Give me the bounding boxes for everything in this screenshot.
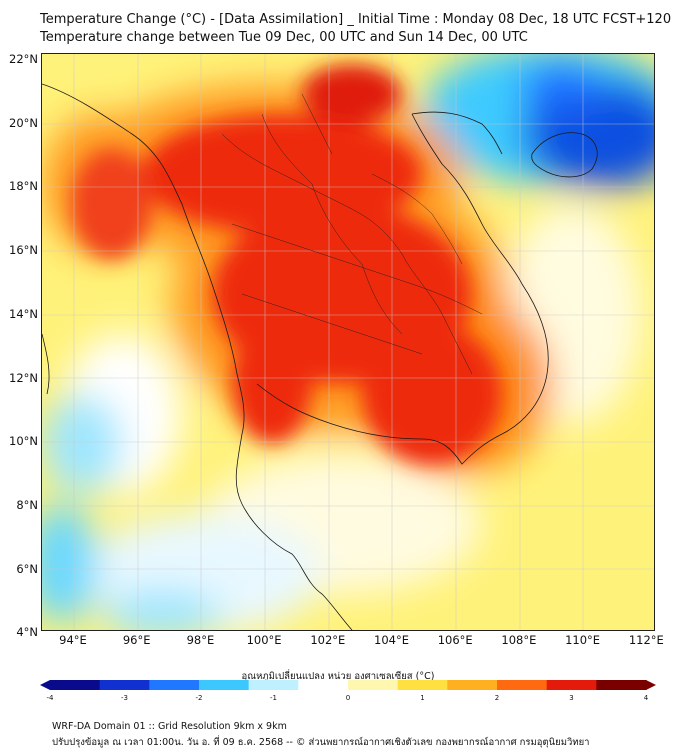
colorbar-segment	[199, 680, 250, 690]
colorbar-max-extend	[646, 680, 656, 690]
colorbar-segment	[149, 680, 200, 690]
colorbar-segment	[397, 680, 448, 690]
colorbar-segment	[50, 680, 101, 690]
colorbar-tick-label: 3	[569, 694, 574, 702]
colorbar-tick-label: 1	[420, 694, 425, 702]
map-title: Temperature Change (°C) - [Data Assimila…	[40, 12, 672, 27]
admin-borders	[221, 93, 483, 375]
colorbar-tick-label: 2	[494, 694, 500, 702]
colorbar-segment	[248, 680, 299, 690]
map-subtitle: Temperature change between Tue 09 Dec, 0…	[40, 30, 528, 45]
lon-label: 112°E	[628, 633, 664, 647]
lon-label: 96°E	[122, 633, 151, 647]
lat-label: 4°N	[16, 625, 38, 640]
map-canvas	[42, 54, 654, 630]
lat-label: 16°N	[9, 243, 38, 258]
temperature-change-map[interactable]	[41, 53, 655, 631]
lat-label: 18°N	[9, 179, 38, 194]
colorbar	[40, 680, 656, 690]
colorbar-min-extend	[40, 680, 50, 690]
colorbar-tick-label: 4	[643, 694, 649, 702]
lon-label: 106°E	[437, 633, 473, 647]
lon-label: 102°E	[310, 633, 346, 647]
lon-label: 104°E	[374, 633, 409, 647]
lon-label: 110°E	[565, 633, 601, 647]
lat-label: 20°N	[9, 115, 38, 130]
lat-label: 6°N	[16, 561, 38, 576]
colorbar-segment	[596, 680, 647, 690]
colorbar-tick-label: 0	[345, 694, 351, 702]
colorbar-tick-label: -4	[46, 694, 54, 702]
footer-update-info: ปรับปรุงข้อมูล ณ เวลา 01:00น. วัน อ. ที่…	[52, 737, 590, 748]
lat-label: 8°N	[16, 497, 38, 512]
lon-label: 94°E	[59, 633, 87, 647]
colorbar-segment	[298, 680, 349, 690]
lat-label: 10°N	[9, 434, 38, 449]
colorbar-tick-label: -2	[195, 694, 203, 702]
colorbar-title: อุณหภูมิเปลี่ยนแปลง หน่วย องศาเซลเซียส (…	[241, 671, 435, 682]
lat-label: 12°N	[9, 370, 38, 385]
colorbar-tick-label: -1	[270, 694, 277, 702]
colorbar-segment	[99, 680, 150, 690]
lon-label: 100°E	[246, 633, 282, 647]
lat-label: 22°N	[9, 52, 38, 66]
coastlines	[42, 83, 598, 630]
colorbar-segment	[546, 680, 597, 690]
lon-label: 108°E	[501, 633, 537, 647]
colorbar-segment	[447, 680, 498, 690]
footer-model-info: WRF-DA Domain 01 :: Grid Resolution 9km …	[52, 721, 287, 732]
colorbar-segment	[348, 680, 399, 690]
lat-label: 14°N	[9, 306, 38, 321]
map-gridlines	[42, 54, 654, 630]
colorbar-segment	[497, 680, 548, 690]
colorbar-tick-label: -3	[121, 694, 128, 702]
lon-label: 98°E	[186, 633, 215, 647]
